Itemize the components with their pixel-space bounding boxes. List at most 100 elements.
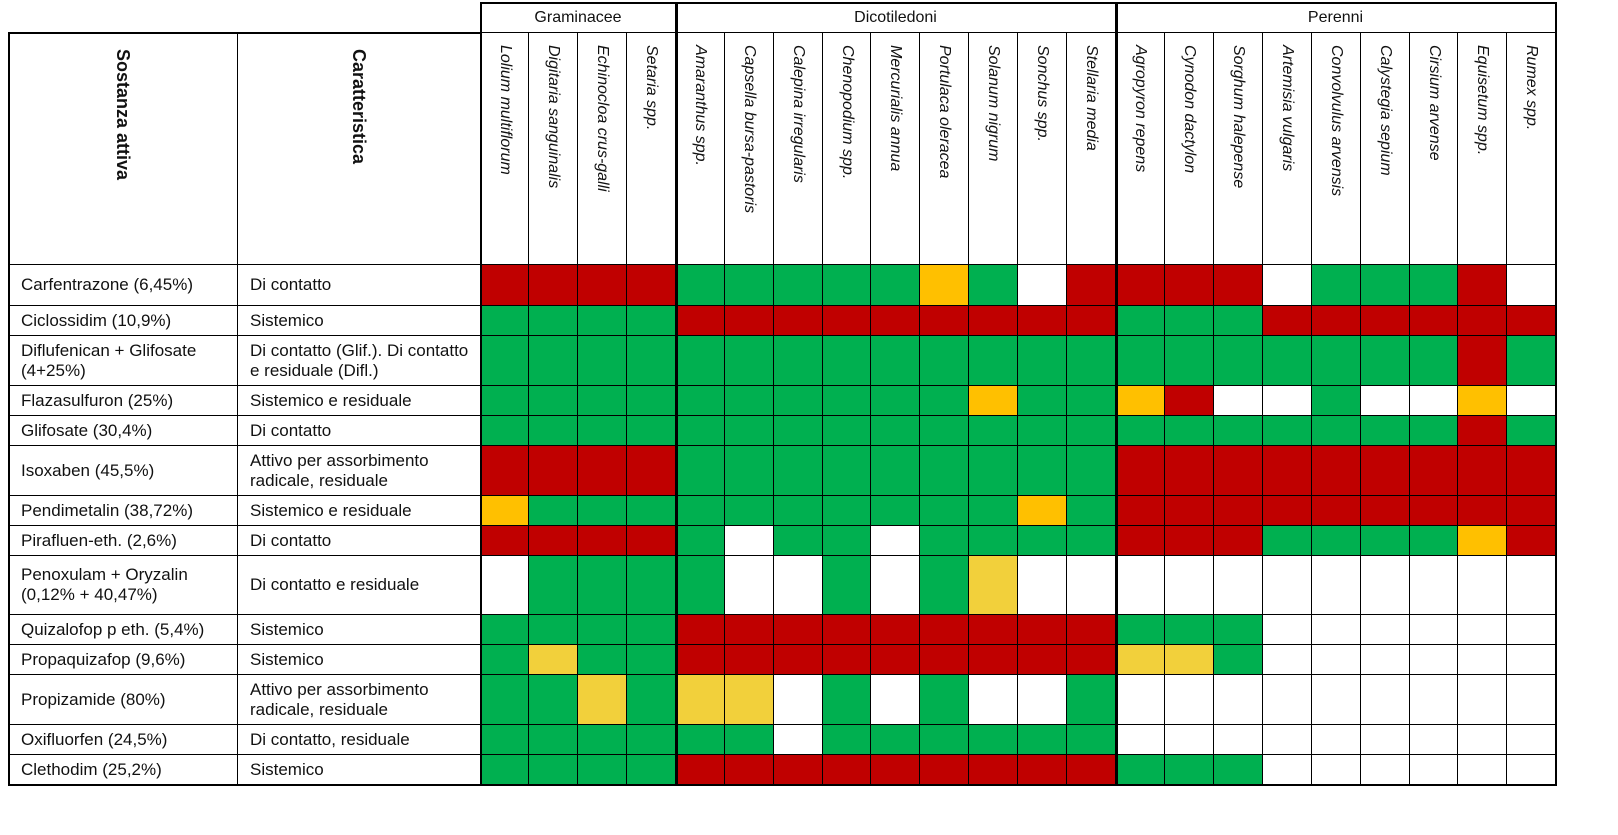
efficacy-cell: [871, 526, 920, 556]
efficacy-cell: [1361, 306, 1410, 336]
efficacy-cell: [1458, 615, 1507, 645]
efficacy-cell: [1018, 556, 1067, 615]
group-header-dicotiledoni: Dicotiledoni: [676, 3, 1116, 33]
efficacy-cell: [1507, 526, 1556, 556]
efficacy-cell: [774, 725, 823, 755]
efficacy-cell: [1361, 556, 1410, 615]
efficacy-cell: [1165, 725, 1214, 755]
efficacy-cell: [578, 306, 627, 336]
efficacy-cell: [481, 336, 529, 386]
efficacy-cell: [676, 675, 725, 725]
efficacy-cell: [1263, 416, 1312, 446]
efficacy-cell: [1410, 615, 1458, 645]
efficacy-cell: [871, 336, 920, 386]
efficacy-cell: [1263, 446, 1312, 496]
efficacy-cell: [1361, 386, 1410, 416]
characteristic-cell: Di contatto (Glif.). Di contatto e resid…: [238, 336, 481, 386]
efficacy-cell: [627, 386, 676, 416]
efficacy-cell: [1214, 496, 1263, 526]
efficacy-cell: [627, 265, 676, 306]
efficacy-cell: [1361, 755, 1410, 785]
species-header: Portulaca oleracea: [920, 33, 969, 265]
species-header: Solanum nigrum: [969, 33, 1018, 265]
species-header: Equisetum spp.: [1458, 33, 1507, 265]
efficacy-cell: [1018, 725, 1067, 755]
species-header: Digitaria sanguinalis: [529, 33, 578, 265]
efficacy-cell: [529, 496, 578, 526]
substance-cell: Pirafluen-eth. (2,6%): [9, 526, 238, 556]
characteristic-cell: Sistemico: [238, 306, 481, 336]
efficacy-cell: [676, 645, 725, 675]
characteristic-cell: Di contatto: [238, 265, 481, 306]
efficacy-cell: [1116, 755, 1165, 785]
efficacy-cell: [969, 446, 1018, 496]
efficacy-cell: [1312, 556, 1361, 615]
efficacy-cell: [481, 526, 529, 556]
efficacy-cell: [1214, 446, 1263, 496]
efficacy-cell: [1410, 755, 1458, 785]
efficacy-cell: [578, 446, 627, 496]
efficacy-cell: [871, 446, 920, 496]
efficacy-cell: [578, 675, 627, 725]
efficacy-cell: [627, 615, 676, 645]
efficacy-cell: [1458, 755, 1507, 785]
efficacy-cell: [481, 725, 529, 755]
efficacy-cell: [1018, 386, 1067, 416]
efficacy-cell: [725, 645, 774, 675]
efficacy-cell: [1458, 556, 1507, 615]
efficacy-cell: [725, 265, 774, 306]
efficacy-cell: [1067, 526, 1116, 556]
efficacy-cell: [1507, 496, 1556, 526]
efficacy-cell: [1458, 645, 1507, 675]
characteristic-cell: Di contatto: [238, 526, 481, 556]
efficacy-cell: [1214, 265, 1263, 306]
species-header: Rumex spp.: [1507, 33, 1556, 265]
efficacy-cell: [969, 265, 1018, 306]
efficacy-cell: [1458, 496, 1507, 526]
efficacy-cell: [920, 675, 969, 725]
efficacy-cell: [1507, 265, 1556, 306]
efficacy-cell: [1507, 755, 1556, 785]
efficacy-cell: [1361, 526, 1410, 556]
efficacy-cell: [1165, 526, 1214, 556]
efficacy-cell: [774, 675, 823, 725]
efficacy-cell: [1067, 446, 1116, 496]
efficacy-cell: [1410, 265, 1458, 306]
efficacy-cell: [1018, 336, 1067, 386]
efficacy-cell: [1312, 755, 1361, 785]
efficacy-cell: [1410, 526, 1458, 556]
efficacy-cell: [1018, 416, 1067, 446]
efficacy-cell: [1312, 675, 1361, 725]
efficacy-cell: [1165, 416, 1214, 446]
efficacy-cell: [920, 416, 969, 446]
efficacy-cell: [481, 755, 529, 785]
efficacy-cell: [1458, 725, 1507, 755]
efficacy-cell: [578, 386, 627, 416]
characteristic-cell: Sistemico: [238, 755, 481, 785]
efficacy-cell: [725, 526, 774, 556]
efficacy-cell: [871, 615, 920, 645]
efficacy-cell: [1116, 615, 1165, 645]
efficacy-cell: [1458, 446, 1507, 496]
substance-cell: Glifosate (30,4%): [9, 416, 238, 446]
species-header: Capsella bursa-pastoris: [725, 33, 774, 265]
species-name: Digitaria sanguinalis: [545, 45, 562, 189]
efficacy-cell: [676, 526, 725, 556]
efficacy-cell: [823, 336, 871, 386]
efficacy-cell: [920, 615, 969, 645]
efficacy-cell: [1312, 615, 1361, 645]
efficacy-cell: [1361, 496, 1410, 526]
efficacy-cell: [725, 386, 774, 416]
species-header: Chenopodium spp.: [823, 33, 871, 265]
efficacy-cell: [1458, 336, 1507, 386]
efficacy-cell: [627, 645, 676, 675]
efficacy-cell: [725, 446, 774, 496]
efficacy-cell: [1067, 725, 1116, 755]
efficacy-cell: [725, 615, 774, 645]
species-name: Sonchus spp.: [1034, 45, 1051, 142]
efficacy-cell: [1263, 755, 1312, 785]
efficacy-cell: [1410, 645, 1458, 675]
efficacy-cell: [481, 386, 529, 416]
efficacy-cell: [1361, 336, 1410, 386]
species-name: Portulaca oleracea: [936, 45, 953, 179]
